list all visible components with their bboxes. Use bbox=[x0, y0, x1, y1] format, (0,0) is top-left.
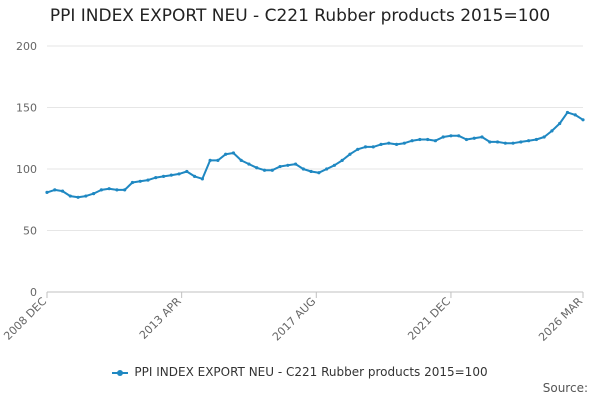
data-point[interactable] bbox=[231, 151, 236, 155]
data-point[interactable] bbox=[558, 121, 562, 126]
data-point[interactable] bbox=[192, 174, 197, 178]
series-line bbox=[46, 111, 584, 199]
data-point[interactable] bbox=[208, 158, 212, 162]
data-point[interactable] bbox=[68, 194, 72, 198]
data-point[interactable] bbox=[565, 110, 570, 115]
data-point[interactable] bbox=[480, 135, 484, 139]
data-point[interactable] bbox=[255, 166, 259, 170]
y-tick-label: 150 bbox=[16, 102, 37, 115]
data-point[interactable] bbox=[216, 158, 220, 162]
data-point[interactable] bbox=[433, 139, 438, 143]
data-point[interactable] bbox=[154, 176, 158, 180]
data-point[interactable] bbox=[84, 194, 88, 198]
source-label: Source: bbox=[542, 381, 588, 395]
x-tick-label: 2017 AUG bbox=[270, 295, 319, 344]
data-point[interactable] bbox=[177, 172, 181, 176]
data-point[interactable] bbox=[53, 188, 57, 192]
legend-label: PPI INDEX EXPORT NEU - C221 Rubber produ… bbox=[134, 365, 488, 379]
data-point[interactable] bbox=[464, 137, 469, 142]
data-point[interactable] bbox=[146, 178, 150, 182]
data-point[interactable] bbox=[441, 135, 445, 139]
data-point[interactable] bbox=[301, 167, 305, 171]
data-point[interactable] bbox=[262, 168, 267, 172]
data-point[interactable] bbox=[356, 147, 360, 151]
data-point[interactable] bbox=[371, 145, 375, 149]
y-tick-label: 200 bbox=[16, 40, 37, 53]
data-point[interactable] bbox=[123, 188, 127, 192]
data-point[interactable] bbox=[332, 163, 337, 167]
y-axis: 0 50 100 150 200 bbox=[16, 40, 37, 299]
data-point[interactable] bbox=[60, 189, 65, 193]
data-point[interactable] bbox=[488, 140, 492, 144]
data-point[interactable] bbox=[286, 163, 290, 167]
data-point[interactable] bbox=[107, 187, 111, 191]
x-tick-label: 2013 APR bbox=[137, 295, 184, 342]
data-point[interactable] bbox=[402, 141, 406, 145]
data-point[interactable] bbox=[99, 188, 103, 192]
data-point[interactable] bbox=[426, 137, 430, 142]
data-point[interactable] bbox=[457, 134, 461, 138]
data-point[interactable] bbox=[495, 140, 500, 144]
data-point[interactable] bbox=[278, 164, 282, 169]
data-point[interactable] bbox=[472, 136, 476, 140]
data-point[interactable] bbox=[239, 158, 243, 162]
data-point[interactable] bbox=[534, 137, 538, 142]
data-point[interactable] bbox=[410, 139, 414, 143]
data-point[interactable] bbox=[503, 141, 507, 145]
legend-swatch-icon bbox=[112, 369, 129, 376]
x-tick-label: 2021 DEC bbox=[405, 295, 453, 343]
data-point[interactable] bbox=[130, 180, 135, 185]
y-tick-label: 0 bbox=[30, 286, 37, 299]
data-point[interactable] bbox=[542, 135, 546, 139]
y-tick-label: 50 bbox=[23, 225, 37, 238]
data-point[interactable] bbox=[581, 118, 585, 122]
data-point[interactable] bbox=[550, 129, 554, 133]
data-point[interactable] bbox=[185, 169, 189, 174]
data-point[interactable] bbox=[169, 173, 173, 177]
data-point[interactable] bbox=[309, 169, 313, 174]
data-point[interactable] bbox=[348, 152, 352, 156]
data-point[interactable] bbox=[76, 195, 80, 199]
data-point[interactable] bbox=[115, 188, 119, 192]
x-axis: 2008 DEC 2013 APR 2017 AUG 2021 DEC 2026 MAR bbox=[1, 291, 585, 344]
data-point[interactable] bbox=[317, 171, 321, 175]
data-point[interactable] bbox=[138, 179, 142, 183]
data-point[interactable] bbox=[379, 142, 383, 146]
data-point[interactable] bbox=[573, 113, 577, 117]
data-point[interactable] bbox=[519, 140, 523, 144]
data-point[interactable] bbox=[224, 152, 228, 156]
data-point[interactable] bbox=[363, 145, 368, 149]
data-point[interactable] bbox=[247, 162, 251, 166]
data-point[interactable] bbox=[293, 162, 298, 166]
data-point[interactable] bbox=[161, 174, 166, 178]
data-point[interactable] bbox=[325, 167, 329, 171]
chart-title: PPI INDEX EXPORT NEU - C221 Rubber produ… bbox=[49, 6, 551, 26]
data-point[interactable] bbox=[449, 134, 453, 138]
data-point[interactable] bbox=[511, 141, 515, 145]
data-point[interactable] bbox=[270, 168, 274, 172]
x-tick-label: 2008 DEC bbox=[1, 295, 49, 343]
legend[interactable]: PPI INDEX EXPORT NEU - C221 Rubber produ… bbox=[0, 365, 600, 379]
data-point[interactable] bbox=[527, 139, 531, 143]
data-point[interactable] bbox=[394, 142, 399, 146]
y-tick-label: 100 bbox=[16, 163, 37, 176]
data-point[interactable] bbox=[387, 141, 391, 145]
data-point[interactable] bbox=[200, 177, 204, 181]
data-point[interactable] bbox=[340, 158, 344, 162]
series-layer bbox=[45, 110, 585, 199]
data-point[interactable] bbox=[92, 192, 96, 196]
x-tick-label: 2026 MAR bbox=[536, 295, 585, 344]
data-point[interactable] bbox=[418, 137, 422, 142]
gridlines bbox=[47, 45, 583, 231]
data-point[interactable] bbox=[45, 190, 49, 194]
